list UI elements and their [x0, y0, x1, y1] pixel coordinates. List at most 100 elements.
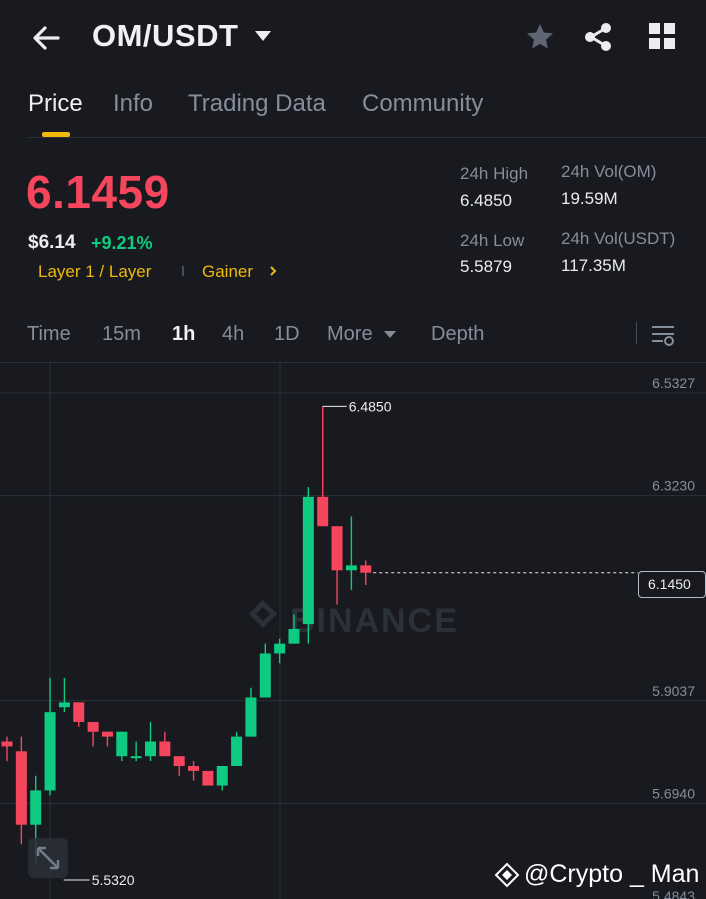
candle-body [345, 565, 357, 571]
fullscreen-button[interactable] [28, 838, 68, 878]
dropdown-caret-icon[interactable] [255, 31, 271, 41]
stat-24h-vol-quote-value: 117.35M [561, 256, 626, 275]
candle [44, 677, 56, 796]
candle-body [331, 526, 343, 571]
stat-24h-high-label: 24h High [460, 164, 529, 183]
candle [288, 614, 300, 644]
tab-depth[interactable]: Depth [431, 323, 485, 345]
tabs-divider [28, 137, 706, 138]
candle-body [58, 702, 70, 708]
candle-body [259, 653, 271, 698]
last-price-marker-box [638, 571, 706, 598]
candle [87, 721, 99, 747]
star-icon[interactable] [524, 21, 556, 53]
tab-info[interactable]: Info [113, 90, 154, 117]
candle [73, 702, 85, 727]
candle [173, 756, 185, 776]
candle-body [87, 721, 99, 732]
candle [202, 770, 214, 786]
stat-24h-vol-base-value: 19.59M [561, 189, 618, 208]
candle-body [216, 765, 228, 786]
interval-15m[interactable]: 15m [102, 323, 141, 345]
candle-body [44, 712, 56, 791]
candle-body [159, 741, 171, 757]
y-tick-label: 6.3230 [652, 478, 695, 494]
price-change-percent: +9.21% [91, 233, 153, 253]
candle-body [317, 496, 329, 527]
interval-1d[interactable]: 1D [274, 323, 300, 345]
tag-separator [182, 266, 184, 276]
candle-body [360, 565, 372, 573]
stat-24h-vol-base-label: 24h Vol(OM) [561, 162, 657, 181]
grid-icon[interactable] [648, 22, 676, 50]
low-marker-label: 5.5320 [92, 872, 135, 888]
binance-logo-icon [494, 862, 520, 888]
candle [130, 741, 142, 762]
interval-separator [636, 322, 637, 344]
trading-pair-title[interactable]: OM/USDT [92, 18, 239, 53]
candle [116, 731, 128, 762]
candle-body [288, 628, 300, 644]
candle [259, 643, 271, 698]
usd-price: $6.14 [28, 232, 76, 253]
candlestick-chart[interactable]: BINANCE 6.5327 6.3230 5.9037 5.6940 5.4843 6.… [0, 363, 706, 899]
stat-24h-vol-quote-label: 24h Vol(USDT) [561, 229, 676, 248]
candle [345, 516, 357, 590]
category-tag-gainer[interactable]: Gainer [202, 262, 254, 281]
candle-body [73, 702, 85, 722]
candle-body [188, 765, 200, 771]
candle [317, 406, 329, 527]
candle-body [231, 736, 243, 766]
candle [231, 731, 243, 766]
stat-24h-low-value: 5.5879 [460, 257, 512, 276]
candle-body [202, 770, 214, 786]
interval-4h[interactable]: 4h [222, 323, 245, 345]
last-price-marker: 6.1450 [648, 576, 691, 592]
chart-settings-icon[interactable] [650, 323, 676, 347]
high-marker-label: 6.4850 [349, 398, 392, 414]
stat-24h-high-value: 6.4850 [460, 191, 512, 210]
candle-body [15, 751, 27, 825]
candle-body [302, 496, 314, 625]
chevron-right-icon[interactable] [268, 265, 278, 277]
candle-body [116, 731, 128, 757]
candle-body [30, 790, 42, 825]
back-arrow-icon[interactable] [28, 18, 68, 58]
y-tick-label: 6.5327 [652, 375, 695, 391]
category-tag-layer[interactable]: Layer 1 / Layer [38, 262, 152, 281]
tab-trading-data[interactable]: Trading Data [188, 90, 326, 117]
expand-icon [36, 846, 60, 870]
candle [216, 765, 228, 791]
candle-body [173, 756, 185, 766]
tab-community[interactable]: Community [362, 90, 484, 117]
candle [15, 736, 27, 845]
candle [245, 687, 257, 737]
y-tick-label: 5.9037 [652, 683, 695, 699]
stat-24h-low-label: 24h Low [460, 231, 525, 250]
tab-price[interactable]: Price [28, 90, 83, 117]
candle [274, 638, 286, 664]
watermark-exchange: BINANCE [290, 602, 459, 640]
interval-1h[interactable]: 1h [172, 323, 196, 345]
candle [331, 526, 343, 605]
y-tick-label: 5.4843 [652, 888, 695, 899]
interval-more[interactable]: More [327, 323, 373, 345]
share-icon[interactable] [582, 20, 614, 54]
candle [145, 721, 156, 762]
candle-body [1, 741, 13, 747]
candle [188, 761, 200, 781]
candle-body [274, 643, 286, 654]
watermark-handle: @Crypto _ Man [524, 860, 700, 888]
y-tick-label: 5.6940 [652, 785, 695, 801]
candle-body [101, 731, 113, 737]
candle [101, 731, 113, 747]
binance-watermark: BINANCE [249, 600, 459, 640]
candle [58, 677, 70, 713]
candle [1, 736, 13, 762]
interval-time[interactable]: Time [27, 323, 71, 345]
interval-divider [0, 362, 706, 363]
more-caret-icon[interactable] [384, 331, 396, 338]
candle-body [145, 741, 156, 757]
candle-body [130, 756, 142, 759]
last-price: 6.1459 [26, 166, 170, 218]
